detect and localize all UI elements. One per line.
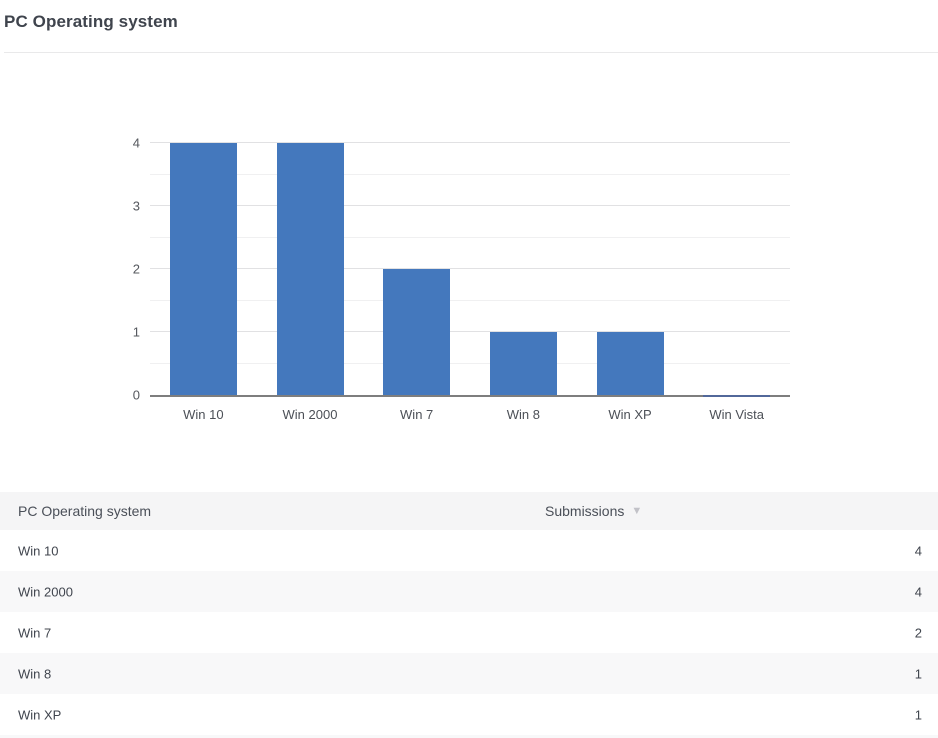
major-gridline [150, 331, 790, 332]
bar-win-vista[interactable] [703, 395, 771, 397]
cell-submissions: 2 [914, 625, 922, 640]
title-divider [4, 52, 938, 53]
bar-chart-plot-area [150, 142, 790, 397]
bar-win-10[interactable] [169, 143, 237, 395]
bar-win-2000[interactable] [276, 143, 344, 395]
x-axis-category-label: Win 10 [183, 407, 224, 422]
cell-os: Win 2000 [18, 584, 73, 599]
x-axis-category-label: Win 7 [400, 407, 434, 422]
cell-os: Win 8 [18, 666, 52, 681]
table-header-row: PC Operating system Submissions ▼ [0, 492, 938, 530]
chart-x-axis: Win 10 Win 2000 Win 7 Win 8 Win XP Win Vista [150, 407, 790, 427]
minor-gridline [150, 362, 790, 364]
minor-gridline [150, 173, 790, 175]
cell-os: Win 10 [18, 543, 59, 558]
x-axis-line [150, 395, 790, 397]
column-header-submissions-label: Submissions [545, 503, 625, 519]
y-axis-tick-label: 3 [132, 198, 140, 214]
table-row: Win 10 4 [0, 530, 938, 571]
bar-win-xp[interactable] [596, 332, 664, 395]
major-gridline [150, 142, 790, 143]
cell-submissions: 4 [914, 584, 922, 599]
x-axis-category-label: Win 2000 [282, 407, 338, 422]
results-table: PC Operating system Submissions ▼ Win 10… [0, 492, 938, 738]
table-row: Win XP 1 [0, 694, 938, 735]
x-axis-category-label: Win XP [608, 407, 652, 422]
y-axis-tick-label: 1 [132, 324, 140, 340]
column-header-os: PC Operating system [18, 503, 152, 519]
cell-submissions: 1 [914, 707, 922, 722]
cell-os: Win XP [18, 707, 62, 722]
bar-win-7[interactable] [383, 269, 451, 395]
bar-win-8[interactable] [489, 332, 557, 395]
cell-submissions: 4 [914, 543, 922, 558]
page-title: PC Operating system [4, 12, 178, 31]
y-axis-tick-label: 0 [132, 387, 140, 403]
y-axis-tick-label: 2 [132, 261, 140, 277]
x-axis-category-label: Win 8 [506, 407, 540, 422]
sort-desc-icon: ▼ [631, 504, 643, 517]
table-row: Win 8 1 [0, 653, 938, 694]
chart-y-axis: 0 1 2 3 4 [0, 136, 140, 403]
column-header-submissions[interactable]: Submissions ▼ [545, 503, 642, 519]
minor-gridline [150, 299, 790, 301]
x-axis-category-label: Win Vista [709, 407, 764, 422]
y-axis-tick-label: 4 [132, 135, 140, 151]
major-gridline [150, 205, 790, 206]
table-body: Win 10 4 Win 2000 4 Win 7 2 Win 8 1 Win XP 1 Win V… [0, 530, 938, 738]
table-row: Win 7 2 [0, 612, 938, 653]
cell-submissions: 1 [914, 666, 922, 681]
table-row: Win 2000 4 [0, 571, 938, 612]
table-row: Win Vista0 [0, 735, 938, 738]
major-gridline [150, 268, 790, 269]
cell-os: Win 7 [18, 625, 52, 640]
minor-gridline [150, 236, 790, 238]
